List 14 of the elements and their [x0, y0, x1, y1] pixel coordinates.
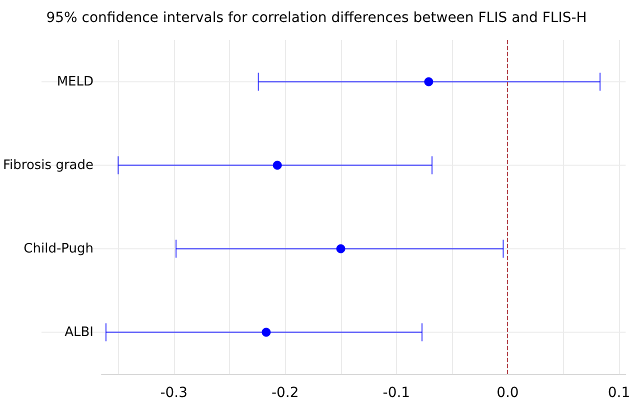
x-tick-label: 0.0 [496, 385, 519, 401]
x-tick-label: -0.2 [271, 385, 299, 401]
point [262, 328, 271, 337]
x-tick-label: -0.1 [382, 385, 410, 401]
chart-title: 95% confidence intervals for correlation differences between FLIS and FLIS-H [46, 10, 587, 26]
point [336, 244, 346, 254]
y-tick-label: Child-Pugh [24, 241, 94, 256]
y-tick-label: MELD [56, 74, 94, 90]
point [424, 77, 434, 86]
x-tick-label: -0.3 [160, 385, 188, 401]
x-tick-label: 0.1 [608, 385, 630, 401]
y-tick-label: Fibrosis grade [2, 158, 94, 173]
point [272, 160, 282, 170]
y-tick-label: ALBI [64, 324, 94, 340]
